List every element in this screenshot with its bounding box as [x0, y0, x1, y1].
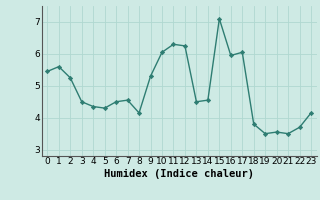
X-axis label: Humidex (Indice chaleur): Humidex (Indice chaleur) [104, 169, 254, 179]
